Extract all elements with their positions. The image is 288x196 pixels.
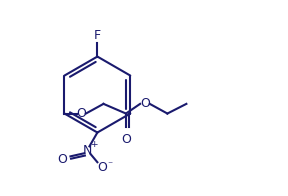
Text: F: F: [94, 29, 101, 42]
Text: O: O: [57, 153, 67, 166]
Text: O: O: [140, 97, 150, 110]
Text: +: +: [90, 140, 98, 149]
Text: N: N: [83, 144, 92, 157]
Text: O: O: [98, 161, 107, 174]
Text: ⁻: ⁻: [107, 160, 112, 170]
Text: O: O: [76, 107, 86, 120]
Text: O: O: [121, 133, 131, 146]
